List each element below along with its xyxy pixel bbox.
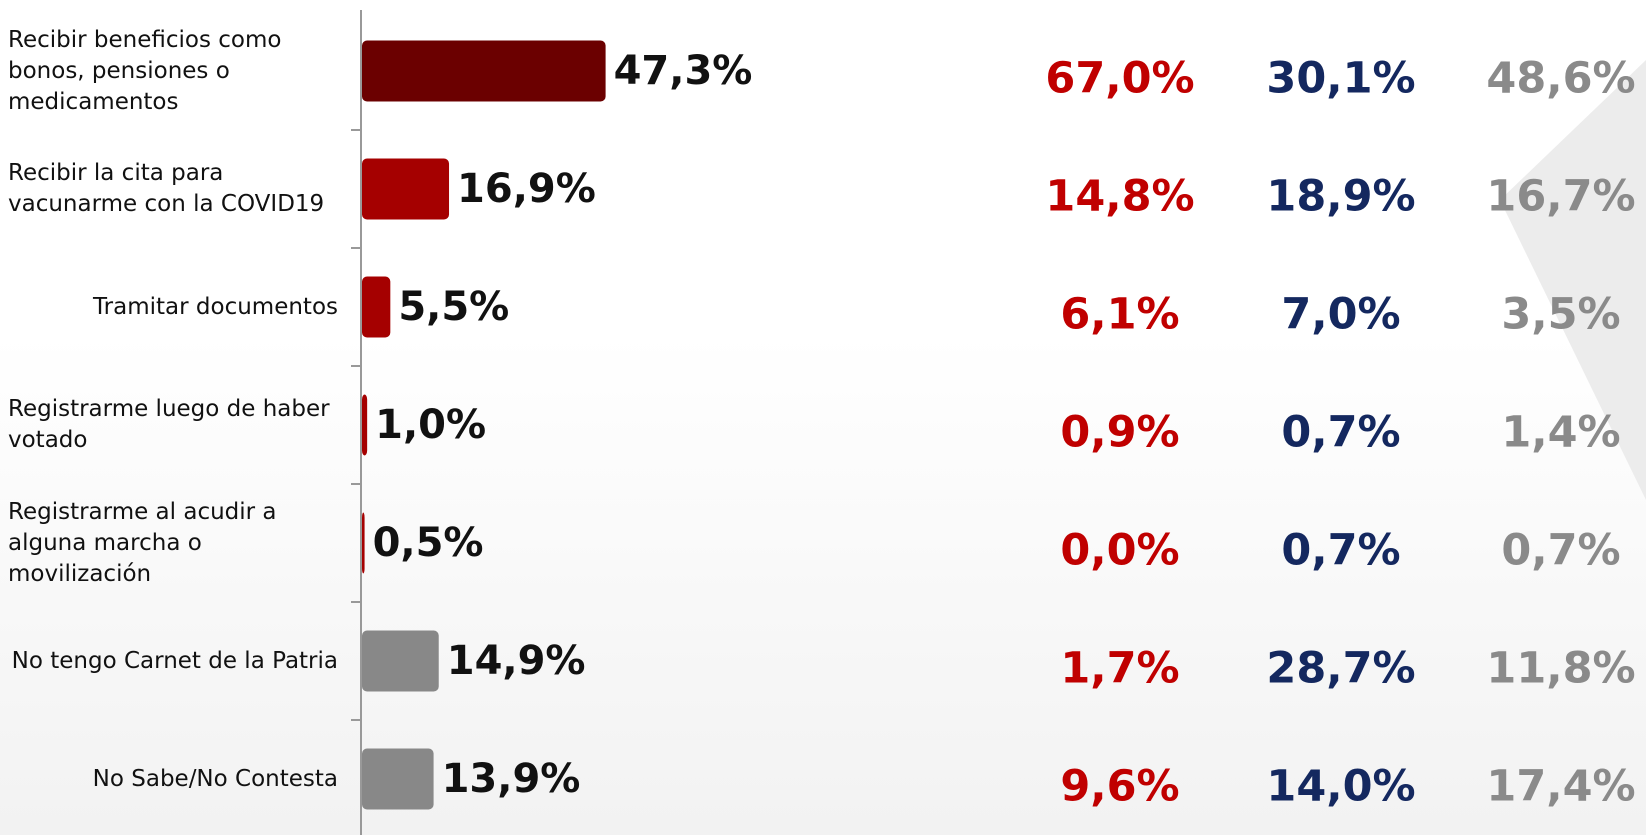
table-value: 7,0% — [1281, 290, 1400, 340]
value-label: 16,9% — [457, 166, 596, 212]
table-value: 14,0% — [1266, 762, 1415, 812]
category-label-box: No tengo Carnet de la Patria — [0, 611, 338, 711]
table-value: 9,6% — [1060, 762, 1179, 812]
category-label-box: Registrarme al acudir a alguna marcha o … — [0, 493, 338, 593]
table-value: 14,8% — [1045, 172, 1194, 222]
bar — [362, 631, 439, 692]
table-value: 30,1% — [1266, 54, 1415, 104]
value-label: 0,5% — [373, 520, 484, 566]
value-label: 47,3% — [614, 48, 753, 94]
value-label: 14,9% — [447, 638, 586, 684]
table-value: 0,7% — [1501, 526, 1620, 576]
category-label: No tengo Carnet de la Patria — [12, 646, 338, 677]
value-label: 1,0% — [375, 402, 486, 448]
table-value: 0,9% — [1060, 408, 1179, 458]
table-value: 16,7% — [1486, 172, 1635, 222]
bar — [362, 277, 390, 338]
category-label-box: Recibir la cita para vacunarme con la CO… — [0, 139, 338, 239]
category-label: Tramitar documentos — [93, 292, 338, 323]
category-label-box: Registrarme luego de haber votado — [0, 375, 338, 475]
bar — [362, 159, 449, 220]
table-value: 67,0% — [1045, 54, 1194, 104]
bar — [362, 749, 434, 810]
bar — [362, 395, 367, 456]
bar — [362, 41, 606, 102]
bar — [362, 513, 365, 574]
table-value: 28,7% — [1266, 644, 1415, 694]
table-value: 1,4% — [1501, 408, 1620, 458]
table-value: 0,7% — [1281, 526, 1400, 576]
category-label-box: Recibir beneficios como bonos, pensiones… — [0, 21, 338, 121]
table-value: 0,7% — [1281, 408, 1400, 458]
category-label: Recibir la cita para vacunarme con la CO… — [8, 158, 338, 220]
category-label: Registrarme al acudir a alguna marcha o … — [8, 497, 338, 590]
value-label: 5,5% — [398, 284, 509, 330]
table-value: 0,0% — [1060, 526, 1179, 576]
category-label: Registrarme luego de haber votado — [8, 394, 338, 456]
category-label-box: Tramitar documentos — [0, 257, 338, 357]
table-value: 3,5% — [1501, 290, 1620, 340]
table-value: 18,9% — [1266, 172, 1415, 222]
table-value: 17,4% — [1486, 762, 1635, 812]
category-label: Recibir beneficios como bonos, pensiones… — [8, 25, 338, 118]
chart: 47,3% 16,9% 5,5% 1,0% 0,5% 14,9% 13,9% 67,0% 14,… — [0, 0, 1646, 835]
table-value: 48,6% — [1486, 54, 1635, 104]
value-label: 13,9% — [442, 756, 581, 802]
category-label: No Sabe/No Contesta — [93, 764, 338, 795]
table-value: 1,7% — [1060, 644, 1179, 694]
table-value: 6,1% — [1060, 290, 1179, 340]
category-label-box: No Sabe/No Contesta — [0, 729, 338, 829]
table-value: 11,8% — [1486, 644, 1635, 694]
